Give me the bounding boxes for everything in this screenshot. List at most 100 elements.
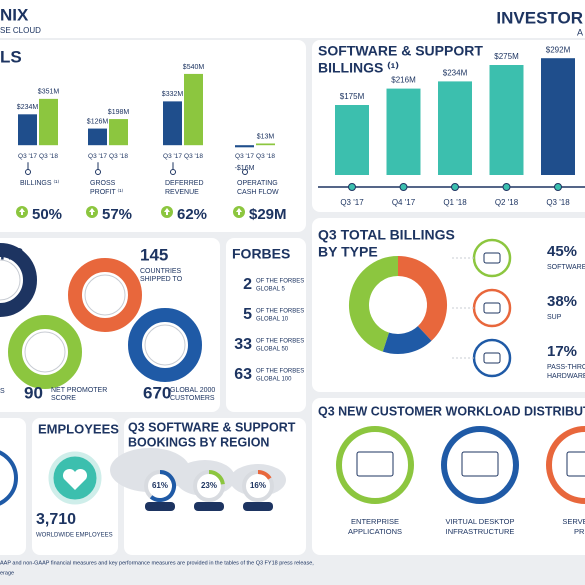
region-tag [145,502,175,511]
category-label: REVENUE [165,189,199,196]
donut-segment [397,256,447,341]
axis-dot [348,183,356,191]
icon-circle [472,238,512,278]
stat-value: 670 [143,383,171,402]
fragment: S [0,388,5,395]
icon [483,302,501,314]
value-label: 17% [547,343,577,360]
icon [483,252,501,264]
icon [483,352,501,364]
panel [226,238,306,412]
chain-center [0,259,21,301]
category-label: OPERATING [237,180,278,187]
value-label: 45% [547,243,577,260]
chain-center [84,274,126,316]
workload-label: INFRASTRUCTURE [446,527,515,536]
chain-ring [68,258,142,332]
forbes-count: 5 [243,306,252,323]
category-label: EMEA [201,504,217,510]
category-label: DEFERRED [165,180,204,187]
category-label: APJ [253,504,263,510]
bar [18,114,37,146]
value-label: -$16M [235,165,255,172]
page-title: INVESTOR [496,8,583,27]
bar [438,81,472,175]
category-label: SUP [547,314,562,321]
panel-title: EMPLOYEES [38,421,119,436]
workload-label: PRIVA [574,527,585,536]
stat-label: SCORE [51,395,76,402]
value-label: $13M [257,133,275,140]
growth-arrow [164,208,170,215]
pin-dot [95,169,101,175]
bar [88,128,107,146]
stat-value: 90 [24,383,43,402]
forbes-label: GLOBAL 50 [256,347,289,353]
legend-label: Q3 '18 [184,153,203,160]
category-label: HARDWARE [547,373,585,380]
axis-dot [399,183,408,191]
workload-label: SERVER VIR [562,517,585,526]
forbes-count: 63 [234,366,252,383]
legend-label: Q3 '18 [256,153,275,160]
bar [335,105,369,175]
value-label: 38% [547,293,577,310]
stat-label: SHIPPED TO [140,276,183,283]
pin-arc [149,470,176,502]
chart-title: Q3 TOTAL BILLINGS [318,227,455,243]
chain-center [24,331,66,373]
panel-title: Q3 NEW CUSTOMER WORKLOAD DISTRIBUTION [318,404,585,418]
stat-label: NET PROMOTER [51,387,107,394]
axis-dot [554,183,562,191]
header-band [0,0,585,38]
employee-count: 3,710 [36,511,76,528]
value-label: $216M [391,76,416,85]
axis-dot [502,183,511,191]
x-tick-label: Q3 '18 [546,198,570,207]
pin-dot [242,169,248,175]
value-label: 16% [250,481,266,490]
growth-arrow [19,208,25,215]
value-label: $292M [546,45,571,54]
panel-title: FORBES [232,246,290,262]
value-label: $332M [162,91,184,98]
heart-icon [62,468,88,490]
x-tick-label: Q1 '18 [443,198,467,207]
growth-arrow [236,208,242,215]
forbes-count: 2 [243,276,252,293]
footnote: erage [0,570,14,576]
stat-label: GLOBAL 2000 [170,387,215,394]
pin-dot [170,169,176,175]
workload-label: VIRTUAL DESKTOP [445,517,514,526]
bar [163,101,182,146]
region-tag [194,502,224,511]
stat-label: CUSTOMERS [170,395,215,402]
icon-circle [472,338,512,378]
forbes-label: OF THE FORBES [256,279,304,285]
pin-arc [257,470,272,480]
chart-title: BOOKINGS BY REGION [128,435,269,449]
chart-title: SOFTWARE & SUPPORT [318,43,483,59]
bar [235,145,254,148]
page-subtitle: A [577,27,583,37]
category-label: PROFIT ⁽¹⁾ [90,188,124,196]
chain-ring [8,315,82,389]
forbes-label: OF THE FORBES [256,339,304,345]
forbes-label: GLOBAL 5 [256,287,285,293]
forbes-label: OF THE FORBES [256,309,304,315]
legend-label: Q3 '17 [163,153,182,160]
value-label: $351M [38,89,60,96]
workload-label: ENTERPRISE [351,517,399,526]
category-label: SOFTWARE [547,264,585,271]
pin-arc [208,470,225,485]
value-label: $275M [494,52,519,61]
workload-icon [356,451,394,477]
chain-ring [128,308,202,382]
stat-label: COUNTRIES [140,268,182,275]
growth-label: 50% [32,206,62,223]
pin-dot [25,169,31,175]
forbes-label: GLOBAL 10 [256,317,289,323]
bar [489,65,524,175]
